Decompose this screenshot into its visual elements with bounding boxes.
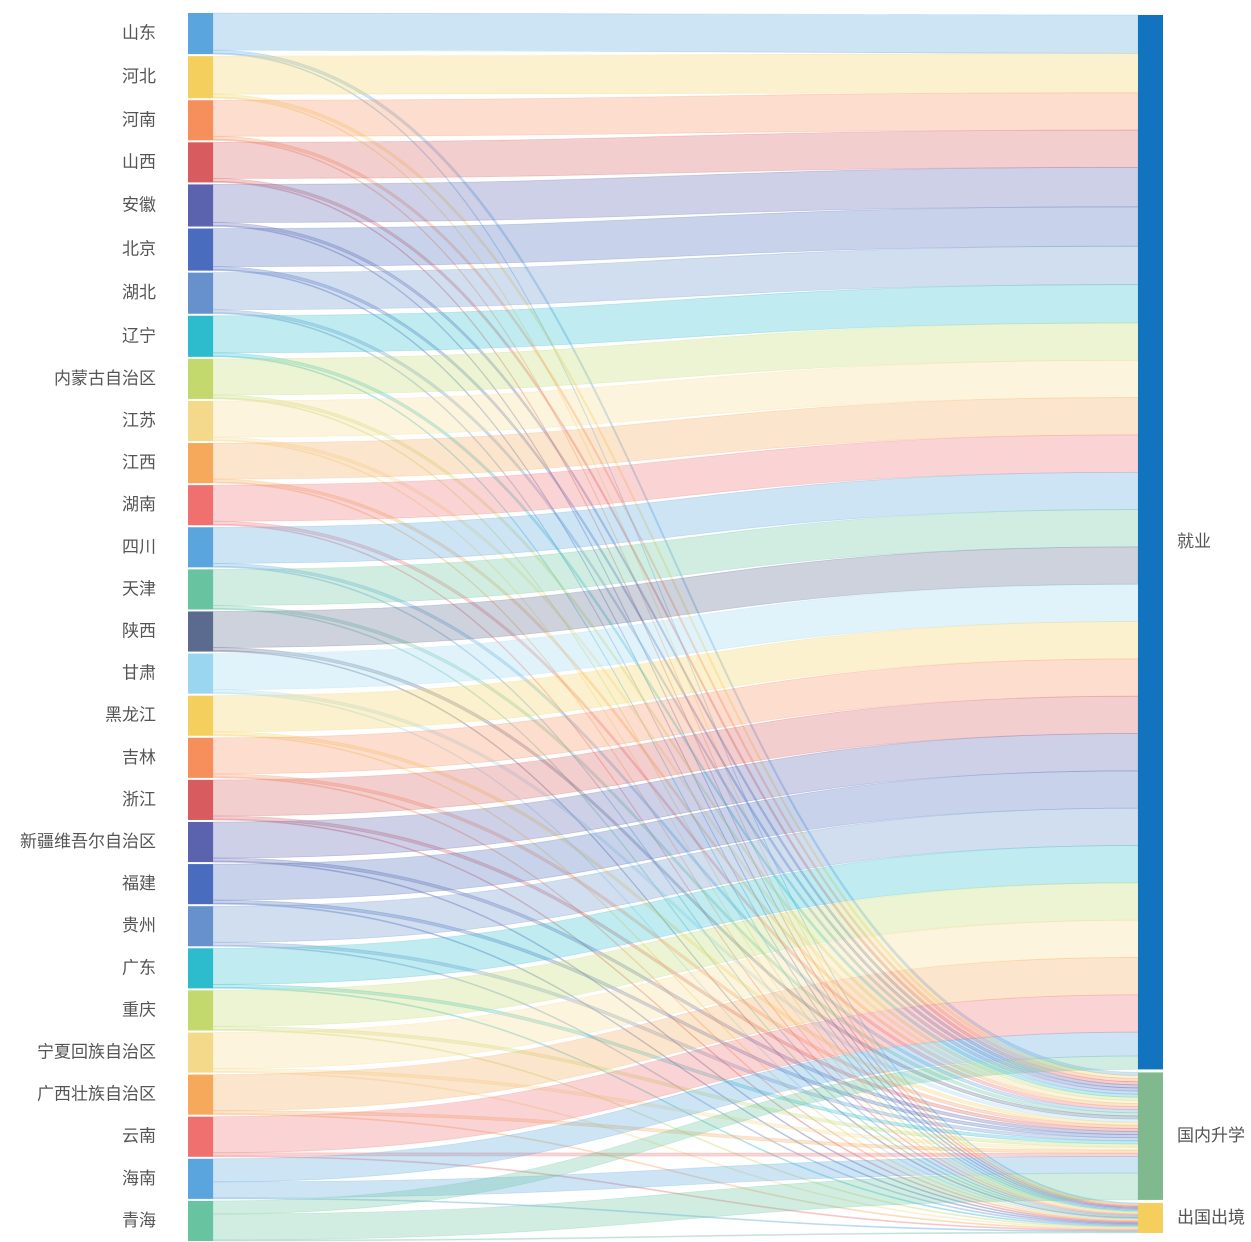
source-label: 北京 (122, 240, 156, 260)
source-label: 云南 (122, 1127, 156, 1147)
source-node-25 (188, 1074, 213, 1115)
source-label: 广西壮族自治区 (37, 1085, 156, 1105)
source-label: 天津 (122, 579, 156, 599)
target-node-2 (1138, 1202, 1163, 1233)
source-node-14 (188, 611, 213, 652)
source-label: 浙江 (122, 790, 156, 810)
source-label: 福建 (122, 874, 156, 894)
source-node-9 (188, 400, 213, 442)
source-node-28 (188, 1200, 213, 1241)
source-label: 河南 (122, 110, 156, 130)
source-node-16 (188, 695, 213, 736)
source-label: 陕西 (122, 622, 156, 642)
flow-0-0 (212, 12, 1139, 54)
source-label: 湖北 (122, 283, 156, 303)
source-label: 重庆 (122, 1000, 156, 1020)
source-node-8 (188, 358, 213, 399)
target-node-1 (1138, 1072, 1163, 1200)
source-node-11 (188, 485, 213, 526)
source-label: 黑龙江 (105, 706, 156, 726)
target-label: 出国出境 (1177, 1208, 1245, 1228)
source-label: 河北 (122, 67, 156, 87)
source-node-21 (188, 906, 213, 947)
source-node-18 (188, 779, 213, 820)
source-node-27 (188, 1158, 213, 1199)
source-node-0 (188, 13, 213, 55)
source-node-4 (188, 184, 213, 227)
source-node-20 (188, 864, 213, 905)
target-node-0 (1138, 15, 1163, 1070)
source-label: 新疆维吾尔自治区 (20, 832, 156, 852)
source-node-5 (188, 228, 213, 271)
source-nodes: 山东河北河南山西安徽北京湖北辽宁内蒙古自治区江苏江西湖南四川天津陕西甘肃黑龙江吉… (20, 13, 213, 1241)
source-label: 江苏 (122, 411, 156, 431)
source-node-26 (188, 1116, 213, 1157)
flow-1-0 (212, 52, 1139, 95)
source-node-7 (188, 315, 213, 357)
flow-2-0 (212, 92, 1139, 137)
source-node-3 (188, 142, 213, 183)
source-label: 四川 (122, 537, 156, 557)
source-node-6 (188, 272, 213, 314)
source-label: 吉林 (122, 748, 156, 768)
target-label: 国内升学 (1177, 1126, 1245, 1146)
flow-links (212, 12, 1139, 1242)
source-node-10 (188, 443, 213, 484)
source-node-2 (188, 100, 213, 141)
source-label: 宁夏回族自治区 (37, 1043, 156, 1063)
source-label: 甘肃 (122, 664, 156, 684)
source-label: 山西 (122, 152, 156, 172)
source-label: 广东 (122, 958, 156, 978)
source-node-24 (188, 1032, 213, 1073)
source-label: 安徽 (122, 195, 156, 215)
source-label: 江西 (122, 453, 156, 473)
source-node-19 (188, 821, 213, 863)
source-label: 内蒙古自治区 (54, 369, 156, 389)
source-node-12 (188, 527, 213, 568)
source-label: 青海 (122, 1211, 156, 1231)
source-label: 贵州 (122, 916, 156, 936)
target-label: 就业 (1177, 532, 1211, 552)
source-node-22 (188, 948, 213, 989)
flow-28-0 (212, 1055, 1139, 1215)
source-node-23 (188, 990, 213, 1031)
source-label: 辽宁 (122, 326, 156, 346)
source-label: 山东 (122, 24, 156, 44)
source-label: 湖南 (122, 495, 156, 515)
source-node-13 (188, 569, 213, 610)
source-node-17 (188, 737, 213, 778)
source-node-1 (188, 56, 213, 99)
source-node-15 (188, 653, 213, 694)
source-label: 海南 (122, 1169, 156, 1189)
